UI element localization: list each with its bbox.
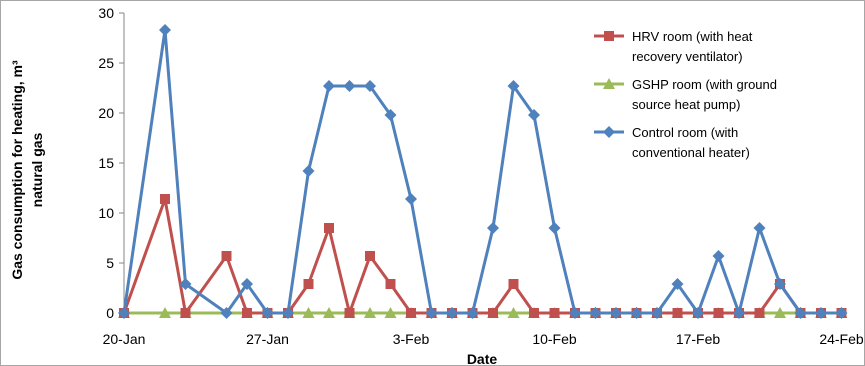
data-point [425,307,438,319]
data-point [466,307,479,319]
x-tick-label: 20-Jan [103,331,146,347]
x-axis-title: Date [467,351,498,366]
data-point [384,109,397,121]
data-point [159,24,171,36]
data-point [241,278,253,290]
y-tick-label: 20 [98,105,114,121]
data-point [754,308,765,318]
data-point [507,307,520,318]
series-diamond [118,24,848,319]
data-point [488,308,498,318]
data-point [220,307,233,319]
y-tick-label: 25 [98,55,114,71]
data-point [507,80,520,92]
series-line [122,28,842,315]
y-tick-label: 30 [98,5,114,21]
data-point [344,308,355,318]
data-point [529,308,539,318]
legend-marker [603,78,615,89]
legend-label: GSHP room (with ground [632,77,777,92]
data-point [549,308,560,318]
y-tick-label: 5 [106,255,114,271]
data-point [405,193,417,205]
data-point [160,194,170,204]
legend-label: conventional heater) [632,145,750,160]
data-point [589,307,602,319]
data-point [179,278,192,290]
series-square [119,194,847,318]
data-point [774,278,786,290]
y-tick-label: 15 [98,155,114,171]
y-tick-label: 0 [106,305,114,321]
legend-label: Control room (with [632,125,738,140]
data-point [323,307,335,318]
x-tick-label: 24-Feb [819,331,864,347]
data-point [835,307,848,319]
data-point [282,307,294,319]
data-point [302,165,315,177]
data-point [385,279,396,289]
data-point [508,279,519,289]
data-point [364,307,376,318]
data-point [303,279,314,289]
data-point [774,307,786,318]
data-point [651,307,663,319]
legend-label: HRV room (with heat [632,29,753,44]
data-point [713,308,724,318]
data-point [712,250,725,262]
y-tick-label: 10 [98,205,114,221]
y-axis-title-line: natural gas [29,132,45,207]
data-point [692,307,704,319]
data-point [753,222,766,234]
legend-item: GSHP room (with ground source heat pump) [594,77,777,112]
data-point [487,222,499,234]
x-axis-ticks: 20-Jan 27-Jan 3-Feb 10-Feb 17-Feb 24-Feb [103,313,864,347]
x-tick-label: 10-Feb [532,331,577,347]
legend-item: Control room (with conventional heater) [594,125,750,160]
data-point [221,251,232,261]
data-point [548,222,561,234]
legend: HRV room (with heat recovery ventilator) G… [594,29,777,160]
legend-marker [604,31,614,41]
y-axis-title-line: Gas consumption for heating, m³ [9,60,25,280]
x-tick-label: 27-Jan [246,331,289,347]
y-axis-ticks: 0 5 10 15 20 25 30 [98,5,124,321]
data-point [569,307,581,319]
data-point [302,307,315,318]
legend-label: source heat pump) [632,97,740,112]
series-layer [118,24,848,319]
data-point [159,307,171,318]
data-point [242,308,252,318]
data-point [323,80,335,92]
data-point [365,251,375,261]
data-point [343,80,356,92]
data-point [446,307,458,319]
data-point [671,278,684,290]
x-tick-label: 17-Feb [676,331,721,347]
legend-marker [603,126,615,138]
data-point [406,308,416,318]
data-point [324,223,334,233]
legend-item: HRV room (with heat recovery ventilator) [594,29,753,64]
data-point [794,307,807,319]
data-point [364,80,376,92]
data-point [528,109,540,121]
data-point [630,307,643,319]
data-point [118,307,130,319]
legend-label: recovery ventilator) [632,49,743,64]
data-point [672,308,683,318]
y-axis-title: Gas consumption for heating, m³ natural g… [9,60,45,280]
data-point [261,307,274,319]
data-point [384,307,397,318]
data-point [180,308,191,318]
data-point [733,307,745,319]
x-tick-label: 3-Feb [393,331,430,347]
data-point [610,307,622,319]
data-point [815,307,827,319]
